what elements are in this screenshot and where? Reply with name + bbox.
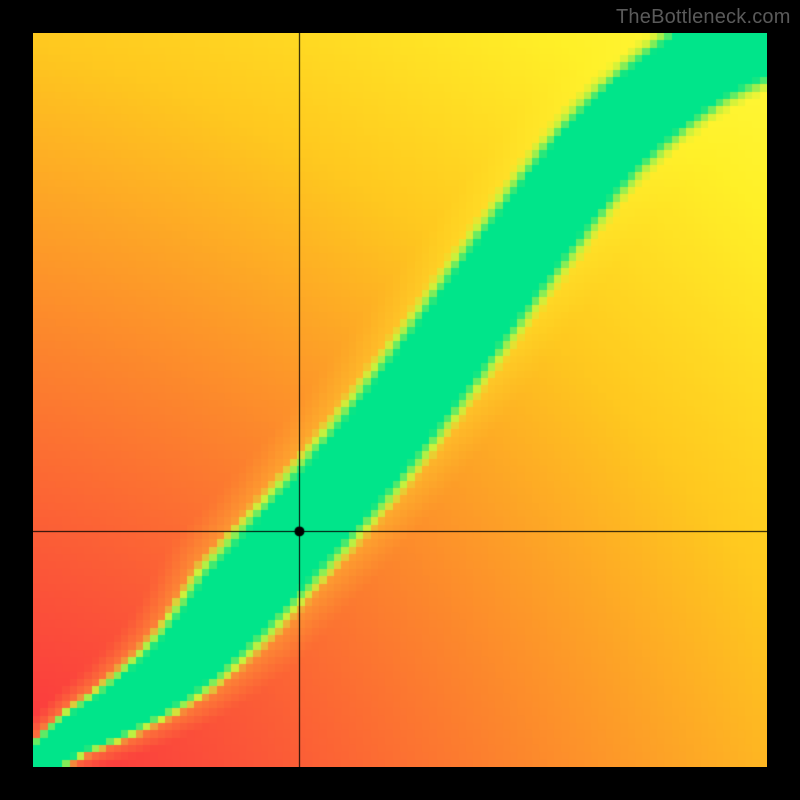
bottleneck-heatmap <box>33 33 767 767</box>
watermark-label: TheBottleneck.com <box>616 6 791 29</box>
